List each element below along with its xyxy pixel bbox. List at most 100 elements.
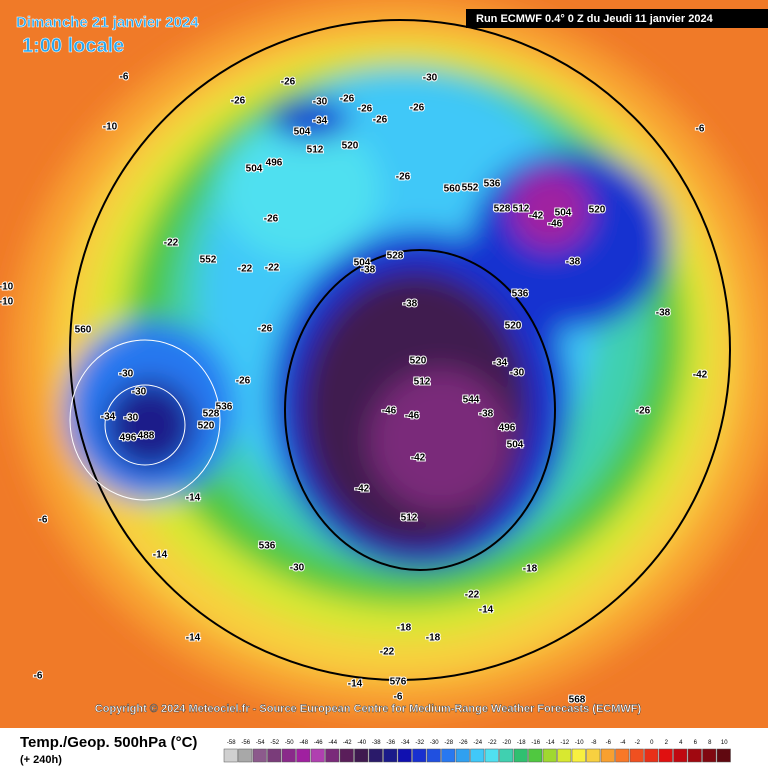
contour-label: -38: [403, 299, 418, 310]
scale-swatch: [238, 748, 253, 763]
contour-label: 552: [200, 255, 217, 266]
scale-label: -22: [488, 740, 497, 746]
contour-label: -18: [397, 623, 412, 634]
contour-label: 576: [390, 677, 407, 688]
contour-label: -6: [394, 692, 403, 703]
scale-swatch: [658, 748, 673, 763]
scale-swatch: [426, 748, 441, 763]
scale-swatch: [441, 748, 456, 763]
scale-swatch: [673, 748, 688, 763]
contour-label: -26: [358, 104, 373, 115]
contour-label: -18: [523, 564, 538, 575]
scale-label: 2: [665, 740, 669, 746]
contour-label: -42: [411, 453, 426, 464]
scale-label: 8: [708, 740, 712, 746]
contour-label: -22: [265, 263, 280, 274]
scale-label: -58: [227, 740, 236, 746]
contour-label: 496: [266, 158, 283, 169]
scale-label: -18: [517, 740, 526, 746]
contour-label: 560: [444, 184, 461, 195]
scale-label: 0: [650, 740, 654, 746]
scale-label: 6: [694, 740, 698, 746]
scale-label: -2: [635, 740, 641, 746]
scale-label: -20: [502, 740, 511, 746]
contour-label: -38: [361, 265, 376, 276]
contour-label: -26: [396, 172, 411, 183]
contour-label: -30: [124, 413, 139, 424]
contour-label: -6: [120, 72, 129, 83]
contour-label: 504: [294, 127, 311, 138]
contour-label: 536: [259, 541, 276, 552]
scale-label: -26: [459, 740, 468, 746]
contour-label: -14: [153, 550, 168, 561]
contour-label: 568: [569, 695, 586, 706]
contour-label: -42: [529, 211, 544, 222]
contour-label: 528: [387, 251, 404, 262]
contour-label: -26: [258, 324, 273, 335]
scale-swatch: [513, 748, 528, 763]
contour-label: -42: [355, 484, 370, 495]
scale-swatch: [528, 748, 543, 763]
scale-label: -14: [546, 740, 555, 746]
contour-label: 520: [505, 321, 522, 332]
scale-swatch: [600, 748, 615, 763]
run-info: Run ECMWF 0.4° 0 Z du Jeudi 11 janvier 2…: [476, 13, 714, 25]
scale-label: -42: [343, 740, 352, 746]
scale-swatch: [702, 748, 717, 763]
contour-label: 496: [499, 423, 516, 434]
scale-swatch: [368, 748, 383, 763]
scale-label: -6: [606, 740, 612, 746]
scale-label: -10: [575, 740, 584, 746]
contour-label: -14: [186, 633, 201, 644]
contour-label: -30: [119, 369, 134, 380]
contour-label: -6: [696, 124, 705, 135]
scale-swatch: [223, 748, 238, 763]
contour-label: -14: [479, 605, 494, 616]
contour-label: -26: [231, 96, 246, 107]
contour-label: 504: [354, 258, 371, 269]
scale-label: -54: [256, 740, 265, 746]
contour-label: 520: [342, 141, 359, 152]
contour-label: 512: [414, 377, 431, 388]
scale-swatch: [629, 748, 644, 763]
contour-label: -34: [313, 116, 328, 127]
scale-swatch: [267, 748, 282, 763]
contour-label: -14: [348, 679, 363, 690]
legend-title: Temp./Geop. 500hPa (°C): [20, 734, 197, 751]
scale-label: -8: [591, 740, 597, 746]
scale-label: -28: [444, 740, 453, 746]
contour-label: 488: [138, 431, 155, 442]
contour-label: -22: [465, 590, 480, 601]
scale-swatch: [383, 748, 398, 763]
contour-label: -26: [264, 214, 279, 225]
contour-label: 552: [462, 183, 479, 194]
contour-label: -30: [313, 97, 328, 108]
scale-label: -24: [473, 740, 482, 746]
contour-label: 536: [512, 289, 529, 300]
contour-label: -46: [548, 219, 563, 230]
scale-label: -34: [401, 740, 410, 746]
contour-label: -22: [238, 264, 253, 275]
contour-label: -46: [382, 406, 397, 417]
scale-swatch: [484, 748, 499, 763]
contour-label: -14: [186, 493, 201, 504]
scale-swatch: [325, 748, 340, 763]
contour-label: -38: [566, 257, 581, 268]
contour-label: 536: [216, 402, 233, 413]
contour-label: -26: [410, 103, 425, 114]
contour-label: 504: [507, 440, 524, 451]
scale-swatch: [586, 748, 601, 763]
contour-label: 528: [203, 409, 220, 420]
contour-label: -10: [0, 297, 14, 308]
contour-label: 520: [410, 356, 427, 367]
contour-label: 520: [198, 421, 215, 432]
scale-swatch: [571, 748, 586, 763]
contour-label: -26: [340, 94, 355, 105]
contour-label: -26: [373, 115, 388, 126]
scale-label: 4: [679, 740, 683, 746]
scale-label: -12: [560, 740, 569, 746]
copyright: Copyright © 2024 Meteociel.fr - Source E…: [95, 703, 642, 715]
forecast-time: 1:00 locale: [22, 35, 124, 57]
